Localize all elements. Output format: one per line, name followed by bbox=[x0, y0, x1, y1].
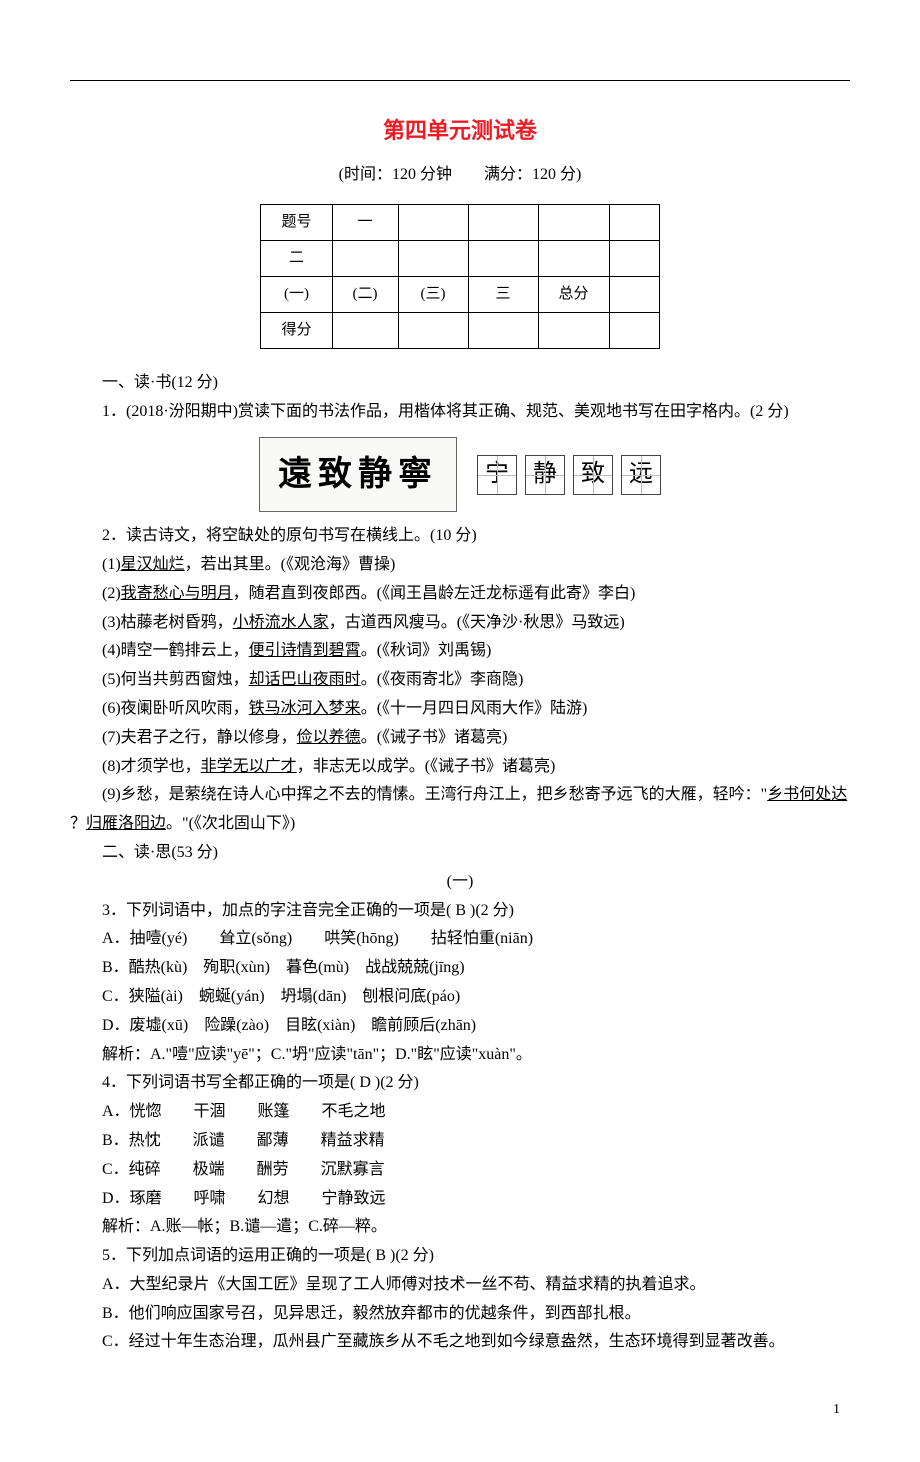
answer: 归雁洛阳边 bbox=[86, 815, 166, 832]
cell bbox=[398, 313, 468, 349]
tianzi-cell: 宁 bbox=[477, 455, 517, 495]
t: 。(《十一月四日风雨大作》陆游) bbox=[361, 700, 588, 717]
question-4: 4．下列词语书写全都正确的一项是( D )(2 分) bbox=[70, 1069, 850, 1098]
answer: 却话巴山夜雨时 bbox=[249, 671, 361, 688]
option: D．废墟(xū) 险躁(zào) 目眩(xiàn) 瞻前顾后(zhān) bbox=[70, 1012, 850, 1041]
t: (4)晴空一鹤排云上， bbox=[102, 642, 249, 659]
cell bbox=[332, 241, 398, 277]
t: (2) bbox=[102, 585, 121, 602]
t: ，古道西风瘦马。(《天净沙·秋思》马致远) bbox=[329, 614, 625, 631]
option: B．他们响应国家号召，见异思迁，毅然放弃都市的优越条件，到西部扎根。 bbox=[70, 1300, 850, 1329]
answer: 星汉灿烂 bbox=[121, 556, 185, 573]
t: 。(《秋词》刘禹锡) bbox=[361, 642, 492, 659]
cell bbox=[468, 205, 538, 241]
cell bbox=[538, 241, 609, 277]
cell-header: 题号 bbox=[261, 205, 332, 241]
subtitle: (时间：120 分钟 满分：120 分) bbox=[70, 161, 850, 190]
table-row: 题号 一 bbox=[261, 205, 659, 241]
cell bbox=[398, 241, 468, 277]
t: ，若出其里。(《观沧海》曹操) bbox=[185, 556, 396, 573]
table-row: 得分 bbox=[261, 313, 659, 349]
q2-item: (9)乡愁，是萦绕在诗人心中挥之不去的情愫。王湾行舟江上，把乡愁寄予远飞的大雁，… bbox=[70, 781, 850, 839]
answer: 便引诗情到碧霄 bbox=[249, 642, 361, 659]
t: ？ bbox=[70, 815, 86, 832]
tianzi-grid: 宁 静 致 远 bbox=[477, 455, 661, 495]
answer: 小桥流水人家 bbox=[233, 614, 329, 631]
option: B．酷热(kù) 殉职(xùn) 暮色(mù) 战战兢兢(jīng) bbox=[70, 954, 850, 983]
cell bbox=[609, 205, 659, 241]
cell bbox=[538, 205, 609, 241]
score-table: 题号 一 二 (一) (二) (三) 三 总分 得分 bbox=[260, 204, 659, 349]
cell bbox=[609, 313, 659, 349]
option: A．恍惚 干涸 账篷 不毛之地 bbox=[70, 1098, 850, 1127]
cell: (二) bbox=[332, 277, 398, 313]
q2-item: (6)夜阑卧听风吹雨，铁马冰河入梦来。(《十一月四日风雨大作》陆游) bbox=[70, 695, 850, 724]
section-1-heading: 一、读·书(12 分) bbox=[70, 369, 850, 398]
calligraphy-row: 遠致静寧 宁 静 致 远 bbox=[70, 437, 850, 512]
q2-item: (7)夫君子之行，静以修身，俭以养德。(《诫子书》诸葛亮) bbox=[70, 724, 850, 753]
table-row: 二 bbox=[261, 241, 659, 277]
q2-item: (4)晴空一鹤排云上，便引诗情到碧霄。(《秋词》刘禹锡) bbox=[70, 637, 850, 666]
option: C．狭隘(ài) 蜿蜒(yán) 坍塌(dān) 刨根问底(páo) bbox=[70, 983, 850, 1012]
option: B．热忱 派谴 鄙薄 精益求精 bbox=[70, 1127, 850, 1156]
t: (5)何当共剪西窗烛， bbox=[102, 671, 249, 688]
cell bbox=[398, 205, 468, 241]
tianzi-cell: 远 bbox=[621, 455, 661, 495]
page-number: 1 bbox=[70, 1397, 850, 1422]
q2-item: (3)枯藤老树昏鸦，小桥流水人家，古道西风瘦马。(《天净沙·秋思》马致远) bbox=[70, 609, 850, 638]
option: A．抽噎(yé) 耸立(sǒng) 哄笑(hōng) 拈轻怕重(niān) bbox=[70, 925, 850, 954]
calligraphy-sample: 遠致静寧 bbox=[259, 437, 457, 512]
answer: 非学无以广才 bbox=[201, 758, 297, 775]
t: (9)乡愁，是萦绕在诗人心中挥之不去的情愫。王湾行舟江上，把乡愁寄予远飞的大雁，… bbox=[102, 786, 767, 803]
answer: 乡书何处达 bbox=[767, 786, 847, 803]
cell-header: 得分 bbox=[261, 313, 332, 349]
cell bbox=[468, 313, 538, 349]
q2-item: (5)何当共剪西窗烛，却话巴山夜雨时。(《夜雨寄北》李商隐) bbox=[70, 666, 850, 695]
tianzi-cell: 致 bbox=[573, 455, 613, 495]
cell: 二 bbox=[261, 241, 332, 277]
cell bbox=[332, 313, 398, 349]
option: C．纯碎 极端 酬劳 沉默寡言 bbox=[70, 1156, 850, 1185]
tianzi-cell: 静 bbox=[525, 455, 565, 495]
t: 。(《夜雨寄北》李商隐) bbox=[361, 671, 524, 688]
t: 。"(《次北固山下》) bbox=[166, 815, 295, 832]
cell bbox=[609, 277, 659, 313]
option: C．经过十年生态治理，瓜州县广至藏族乡从不毛之地到如今绿意盎然，生态环境得到显著… bbox=[70, 1328, 850, 1357]
cell bbox=[538, 313, 609, 349]
cell: 一 bbox=[332, 205, 398, 241]
t: ，非志无以成学。(《诫子书》诸葛亮) bbox=[297, 758, 556, 775]
t: (7)夫君子之行，静以修身， bbox=[102, 729, 297, 746]
cell: (三) bbox=[398, 277, 468, 313]
page-title: 第四单元测试卷 bbox=[70, 111, 850, 151]
table-row: (一) (二) (三) 三 总分 bbox=[261, 277, 659, 313]
q2-item: (8)才须学也，非学无以广才，非志无以成学。(《诫子书》诸葛亮) bbox=[70, 753, 850, 782]
t: ，随君直到夜郎西。(《闻王昌龄左迁龙标遥有此寄》李白) bbox=[233, 585, 636, 602]
q2-item: (1)星汉灿烂，若出其里。(《观沧海》曹操) bbox=[70, 551, 850, 580]
question-5: 5．下列加点词语的运用正确的一项是( B )(2 分) bbox=[70, 1242, 850, 1271]
t: 。(《诫子书》诸葛亮) bbox=[361, 729, 508, 746]
question-2: 2．读古诗文，将空缺处的原句书写在横线上。(10 分) bbox=[70, 522, 850, 551]
answer: 俭以养德 bbox=[297, 729, 361, 746]
cell bbox=[609, 241, 659, 277]
t: (8)才须学也， bbox=[102, 758, 201, 775]
option: D．琢磨 呼啸 幻想 宁静致远 bbox=[70, 1185, 850, 1214]
answer: 我寄愁心与明月 bbox=[121, 585, 233, 602]
t: (1) bbox=[102, 556, 121, 573]
t: (6)夜阑卧听风吹雨， bbox=[102, 700, 249, 717]
t: (3)枯藤老树昏鸦， bbox=[102, 614, 233, 631]
cell: 总分 bbox=[538, 277, 609, 313]
divider-top bbox=[70, 80, 850, 81]
cell: 三 bbox=[468, 277, 538, 313]
subsection-marker: (一) bbox=[70, 868, 850, 897]
explanation: 解析：A.账—帐；B.谴—遣；C.碎—粹。 bbox=[70, 1213, 850, 1242]
q2-item: (2)我寄愁心与明月，随君直到夜郎西。(《闻王昌龄左迁龙标遥有此寄》李白) bbox=[70, 580, 850, 609]
answer: 铁马冰河入梦来 bbox=[249, 700, 361, 717]
cell: (一) bbox=[261, 277, 332, 313]
option: A．大型纪录片《大国工匠》呈现了工人师傅对技术一丝不苟、精益求精的执着追求。 bbox=[70, 1271, 850, 1300]
question-3: 3．下列词语中，加点的字注音完全正确的一项是( B )(2 分) bbox=[70, 897, 850, 926]
cell bbox=[468, 241, 538, 277]
section-2-heading: 二、读·思(53 分) bbox=[70, 839, 850, 868]
explanation: 解析：A."噎"应读"yē"；C."坍"应读"tān"；D."眩"应读"xuàn… bbox=[70, 1041, 850, 1070]
question-1: 1．(2018·汾阳期中)赏读下面的书法作品，用楷体将其正确、规范、美观地书写在… bbox=[70, 398, 850, 427]
